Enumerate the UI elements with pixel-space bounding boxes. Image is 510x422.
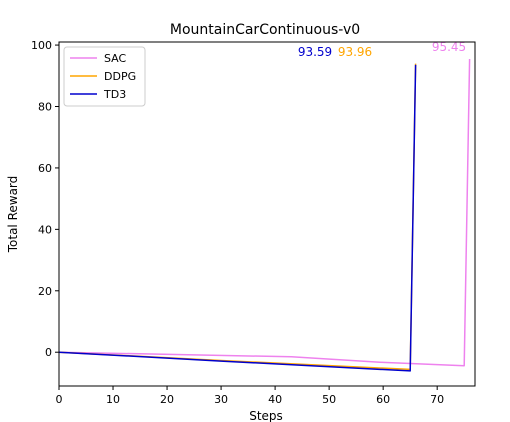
x-tick-label: 60 <box>376 393 390 406</box>
plot-frame <box>58 41 476 387</box>
series-line-sac <box>58 58 471 367</box>
x-tick-label: 70 <box>430 393 444 406</box>
y-tick-label: 60 <box>38 162 52 175</box>
final-value-label-ddpg: 93.96 <box>338 45 372 59</box>
value-labels: 95.45 93.96 93.59 <box>298 40 466 59</box>
y-tick-label: 0 <box>45 346 52 359</box>
x-tick-label: 0 <box>56 393 63 406</box>
final-value-label-sac: 95.45 <box>432 40 466 54</box>
series-layer <box>58 58 471 372</box>
y-tick-label: 80 <box>38 101 52 114</box>
x-tick-label: 10 <box>106 393 120 406</box>
axes-layer: 0 10 20 30 40 50 60 70 0 20 40 60 80 100 <box>31 39 476 406</box>
x-axis-label: Steps <box>249 409 283 422</box>
x-tick-label: 20 <box>160 393 174 406</box>
legend-label-td3: TD3 <box>103 88 126 101</box>
x-tick-label: 30 <box>214 393 228 406</box>
x-tick-label: 40 <box>268 393 282 406</box>
y-tick-label: 100 <box>31 39 52 52</box>
final-value-label-td3: 93.59 <box>298 45 332 59</box>
chart-title: MountainCarContinuous-v0 <box>170 22 360 38</box>
y-tick-label: 20 <box>38 285 52 298</box>
y-axis-label: Total Reward <box>6 176 20 254</box>
legend-label-ddpg: DDPG <box>104 70 136 83</box>
x-tick-label: 50 <box>322 393 336 406</box>
legend: SAC DDPG TD3 <box>63 46 146 107</box>
y-tick-label: 40 <box>38 223 52 236</box>
legend-box <box>63 46 146 107</box>
series-line-td3 <box>58 64 417 372</box>
legend-label-sac: SAC <box>104 52 127 65</box>
